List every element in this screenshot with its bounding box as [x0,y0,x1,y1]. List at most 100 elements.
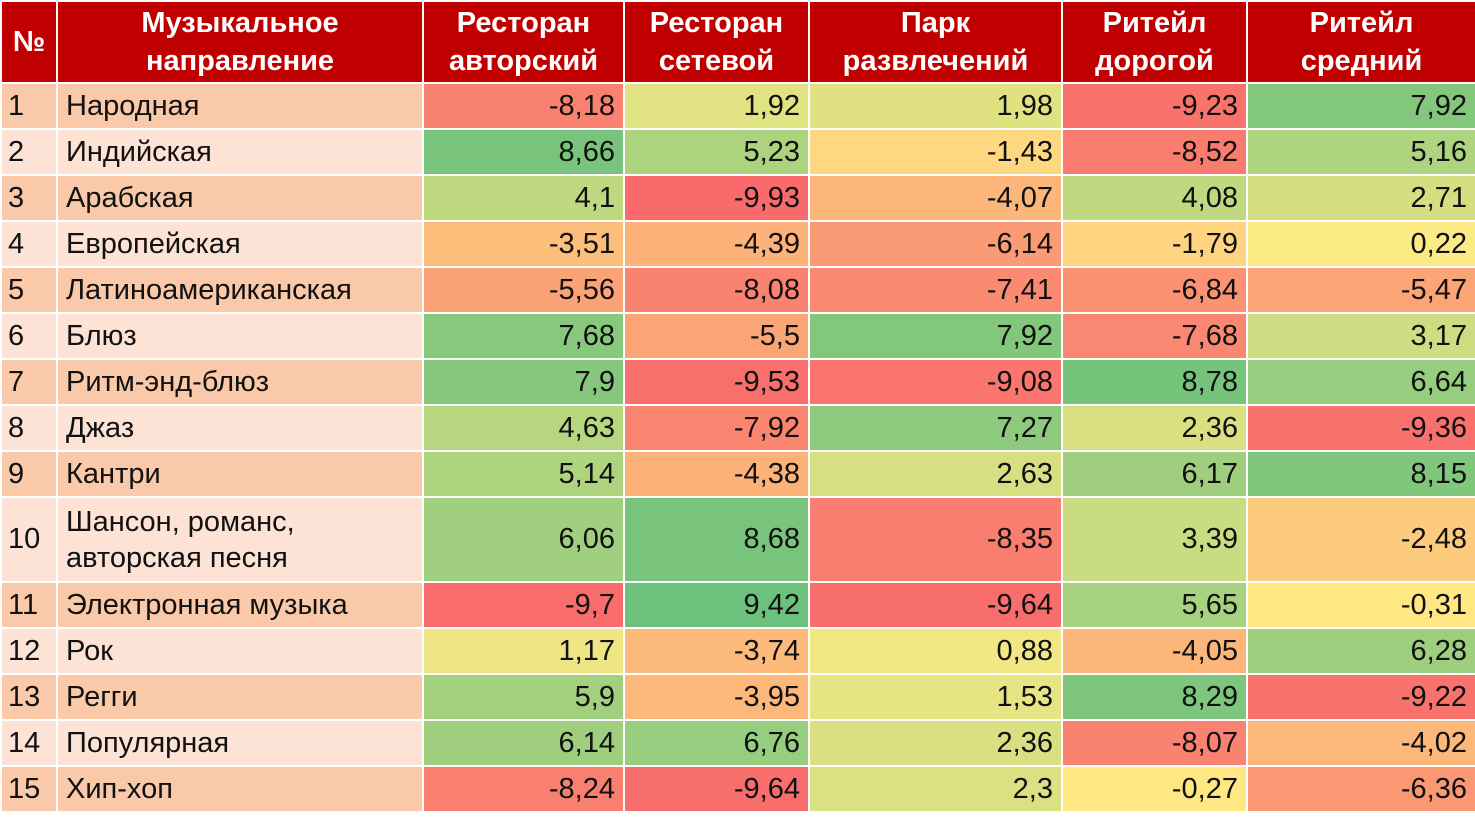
retail-middle-value: -2,48 [1248,498,1475,581]
restaurant-author-value: 7,68 [424,314,623,358]
genre-cell: Ритм-энд-блюз [58,360,422,404]
genre-cell: Рок [58,629,422,673]
table-row: 15 Хип-хоп -8,24 -9,64 2,3 -0,27 -6,36 [2,767,1475,811]
restaurant-chain-value: -4,38 [625,452,808,496]
restaurant-chain-value: -9,64 [625,767,808,811]
retail-middle-value: 6,28 [1248,629,1475,673]
restaurant-chain-value: -9,53 [625,360,808,404]
header-row: № Музыкальное направление Ресторан автор… [2,2,1475,82]
restaurant-author-value: 4,1 [424,176,623,220]
restaurant-author-value: 1,17 [424,629,623,673]
table-row: 11 Электронная музыка -9,7 9,42 -9,64 5,65 -0,… [2,583,1475,627]
amusement-park-value: 2,3 [810,767,1061,811]
header-retail-middle: Ритейл средний [1248,2,1475,82]
retail-middle-value: -0,31 [1248,583,1475,627]
row-number: 10 [2,498,56,581]
restaurant-author-value: -9,7 [424,583,623,627]
genre-cell: Индийская [58,130,422,174]
retail-middle-value: 6,64 [1248,360,1475,404]
restaurant-chain-value: 9,42 [625,583,808,627]
amusement-park-value: -9,64 [810,583,1061,627]
restaurant-chain-value: -4,39 [625,222,808,266]
row-number: 1 [2,84,56,128]
table-row: 8 Джаз 4,63 -7,92 7,27 2,36 -9,36 [2,406,1475,450]
retail-expensive-value: 3,39 [1063,498,1246,581]
amusement-park-value: 1,53 [810,675,1061,719]
table-row: 14 Популярная 6,14 6,76 2,36 -8,07 -4,02 [2,721,1475,765]
table-row: 10 Шансон, романс, авторская песня 6,06 8,6… [2,498,1475,581]
retail-middle-value: -4,02 [1248,721,1475,765]
restaurant-author-value: 5,14 [424,452,623,496]
restaurant-chain-value: 5,23 [625,130,808,174]
retail-expensive-value: -0,27 [1063,767,1246,811]
table-row: 7 Ритм-энд-блюз 7,9 -9,53 -9,08 8,78 6,64 [2,360,1475,404]
retail-expensive-value: 2,36 [1063,406,1246,450]
table-row: 2 Индийская 8,66 5,23 -1,43 -8,52 5,16 [2,130,1475,174]
row-number: 11 [2,583,56,627]
retail-expensive-value: 8,78 [1063,360,1246,404]
header-genre: Музыкальное направление [58,2,422,82]
retail-middle-value: -9,22 [1248,675,1475,719]
table-body: 1 Народная -8,18 1,92 1,98 -9,23 7,92 2 Индийска… [2,84,1475,811]
restaurant-author-value: 4,63 [424,406,623,450]
restaurant-author-value: 6,06 [424,498,623,581]
amusement-park-value: -4,07 [810,176,1061,220]
retail-middle-value: -5,47 [1248,268,1475,312]
header-restaurant-chain: Ресторан сетевой [625,2,808,82]
amusement-park-value: 0,88 [810,629,1061,673]
table-row: 1 Народная -8,18 1,92 1,98 -9,23 7,92 [2,84,1475,128]
restaurant-author-value: -8,18 [424,84,623,128]
restaurant-chain-value: -3,95 [625,675,808,719]
table-row: 5 Латиноамериканская -5,56 -8,08 -7,41 -6,84-… [2,268,1475,312]
row-number: 7 [2,360,56,404]
header-retail-expensive: Ритейл дорогой [1063,2,1246,82]
row-number: 8 [2,406,56,450]
retail-expensive-value: -1,79 [1063,222,1246,266]
row-number: 4 [2,222,56,266]
restaurant-author-value: -8,24 [424,767,623,811]
amusement-park-value: 7,92 [810,314,1061,358]
retail-expensive-value: 5,65 [1063,583,1246,627]
restaurant-chain-value: -7,92 [625,406,808,450]
retail-expensive-value: 4,08 [1063,176,1246,220]
retail-expensive-value: 6,17 [1063,452,1246,496]
retail-middle-value: 7,92 [1248,84,1475,128]
header-restaurant-author: Ресторан авторский [424,2,623,82]
retail-expensive-value: -8,07 [1063,721,1246,765]
amusement-park-value: 1,98 [810,84,1061,128]
restaurant-chain-value: -3,74 [625,629,808,673]
retail-middle-value: -9,36 [1248,406,1475,450]
amusement-park-value: -8,35 [810,498,1061,581]
amusement-park-value: 2,63 [810,452,1061,496]
row-number: 3 [2,176,56,220]
retail-middle-value: 0,22 [1248,222,1475,266]
row-number: 15 [2,767,56,811]
restaurant-author-value: 8,66 [424,130,623,174]
genre-cell: Джаз [58,406,422,450]
row-number: 12 [2,629,56,673]
genre-cell: Латиноамериканская [58,268,422,312]
genre-cell: Шансон, романс, авторская песня [58,498,422,581]
retail-middle-value: 8,15 [1248,452,1475,496]
genre-cell: Европейская [58,222,422,266]
restaurant-chain-value: -8,08 [625,268,808,312]
row-number: 14 [2,721,56,765]
row-number: 13 [2,675,56,719]
table-row: 6 Блюз 7,68 -5,5 7,92 -7,68 3,17 [2,314,1475,358]
restaurant-chain-value: 1,92 [625,84,808,128]
retail-expensive-value: 8,29 [1063,675,1246,719]
retail-expensive-value: -8,52 [1063,130,1246,174]
genre-cell: Народная [58,84,422,128]
retail-middle-value: 2,71 [1248,176,1475,220]
genre-cell: Электронная музыка [58,583,422,627]
retail-middle-value: -6,36 [1248,767,1475,811]
amusement-park-value: -7,41 [810,268,1061,312]
restaurant-author-value: -3,51 [424,222,623,266]
restaurant-chain-value: -9,93 [625,176,808,220]
table-row: 13 Регги 5,9 -3,95 1,53 8,29 -9,22 [2,675,1475,719]
amusement-park-value: -1,43 [810,130,1061,174]
retail-middle-value: 3,17 [1248,314,1475,358]
restaurant-chain-value: 6,76 [625,721,808,765]
row-number: 5 [2,268,56,312]
row-number: 2 [2,130,56,174]
